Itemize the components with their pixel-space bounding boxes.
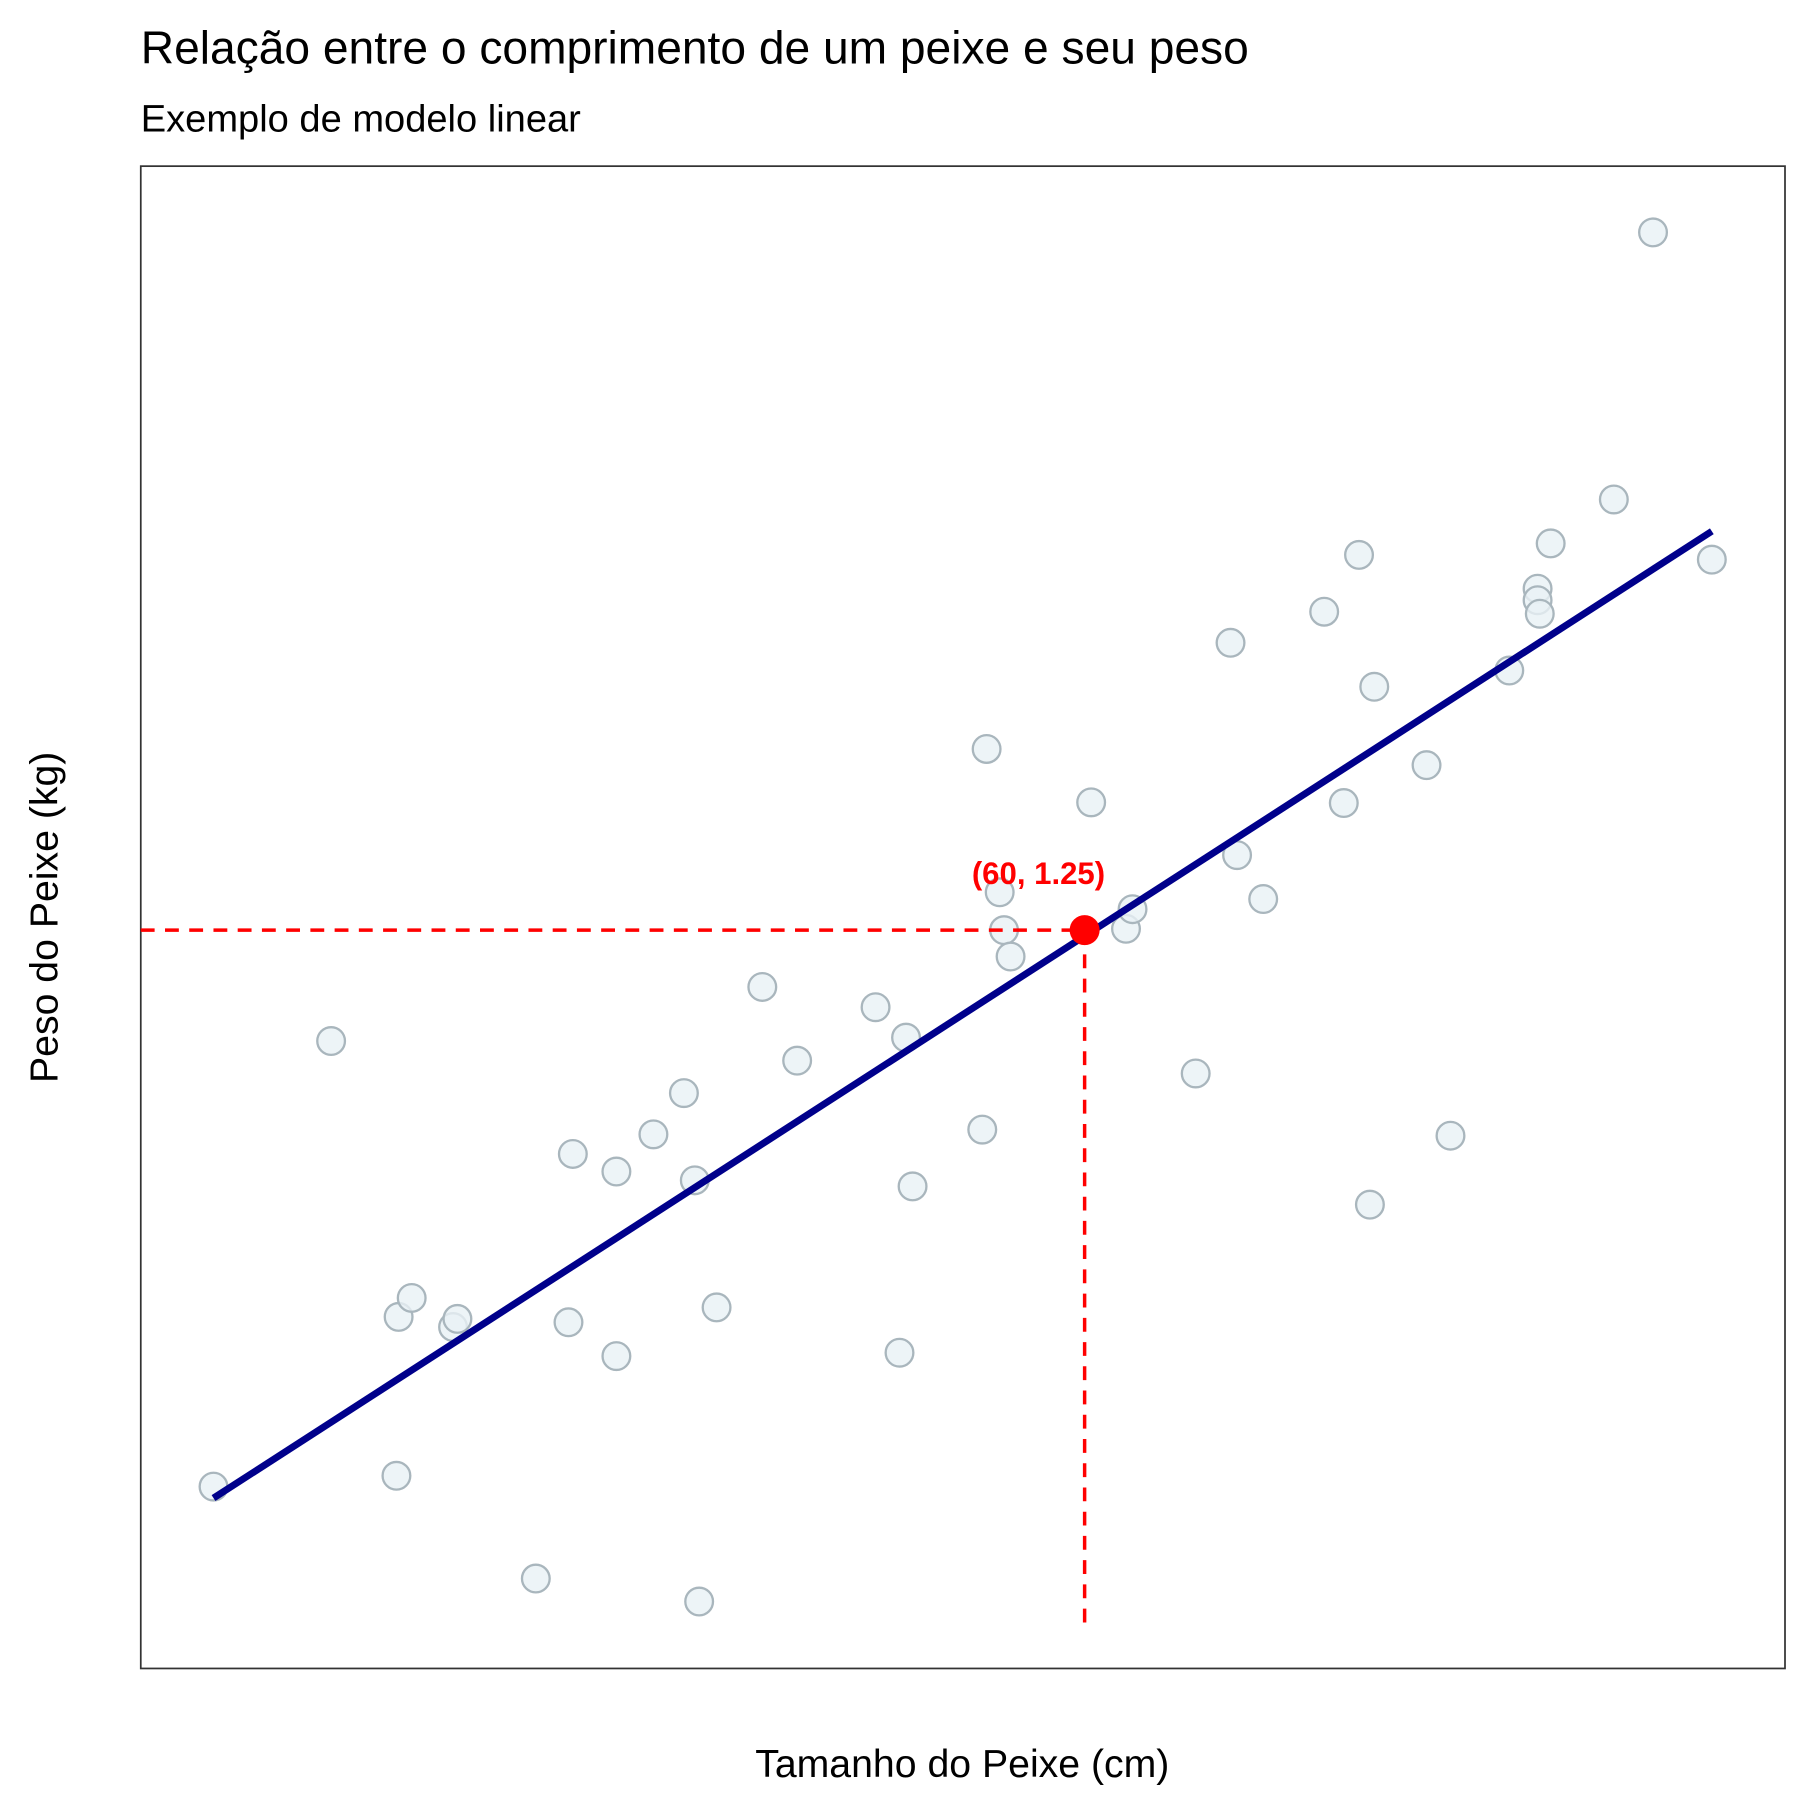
- data-point: [442, 1303, 473, 1334]
- data-point: [995, 941, 1026, 972]
- y-axis-label: Peso do Peixe (kg): [23, 752, 67, 1083]
- data-point: [1598, 484, 1629, 515]
- data-point: [638, 1119, 669, 1150]
- data-point: [684, 1586, 715, 1617]
- data-point: [1359, 671, 1390, 702]
- data-point: [1328, 788, 1359, 819]
- data-point: [1535, 528, 1566, 559]
- data-point: [1354, 1189, 1385, 1220]
- x-axis-label: Tamanho do Peixe (cm): [755, 1742, 1169, 1786]
- plot-frame: [139, 165, 1786, 1670]
- data-point: [701, 1292, 732, 1323]
- data-point: [520, 1563, 551, 1594]
- data-point: [1638, 217, 1669, 248]
- chart-subtitle: Exemplo de modelo linear: [141, 99, 581, 141]
- data-point: [971, 733, 1002, 764]
- chart-title: Relação entre o comprimento de um peixe …: [141, 21, 1249, 73]
- data-point: [1696, 544, 1727, 575]
- data-point: [668, 1078, 699, 1109]
- data-point: [381, 1460, 412, 1491]
- data-point: [782, 1045, 813, 1076]
- data-point: [396, 1282, 427, 1313]
- data-point: [1524, 598, 1555, 629]
- data-point: [984, 877, 1015, 908]
- data-point: [601, 1341, 632, 1372]
- data-point: [747, 971, 778, 1002]
- data-point: [884, 1337, 915, 1368]
- data-point: [1411, 750, 1442, 781]
- data-point: [1076, 787, 1107, 818]
- data-point: [553, 1307, 584, 1338]
- data-point: [1309, 596, 1340, 627]
- data-point: [316, 1026, 347, 1057]
- data-point: [1180, 1058, 1211, 1089]
- highlight-point: [1069, 915, 1100, 946]
- highlight-label: (60, 1.25): [972, 856, 1105, 891]
- data-point: [897, 1171, 928, 1202]
- data-point: [1215, 627, 1246, 658]
- data-point: [601, 1156, 632, 1187]
- data-point: [557, 1138, 588, 1169]
- data-point: [1435, 1120, 1466, 1151]
- data-point: [1248, 884, 1279, 915]
- data-point: [967, 1114, 998, 1145]
- regression-line: [211, 528, 1714, 1501]
- data-point: [860, 992, 891, 1023]
- data-point: [1344, 539, 1375, 570]
